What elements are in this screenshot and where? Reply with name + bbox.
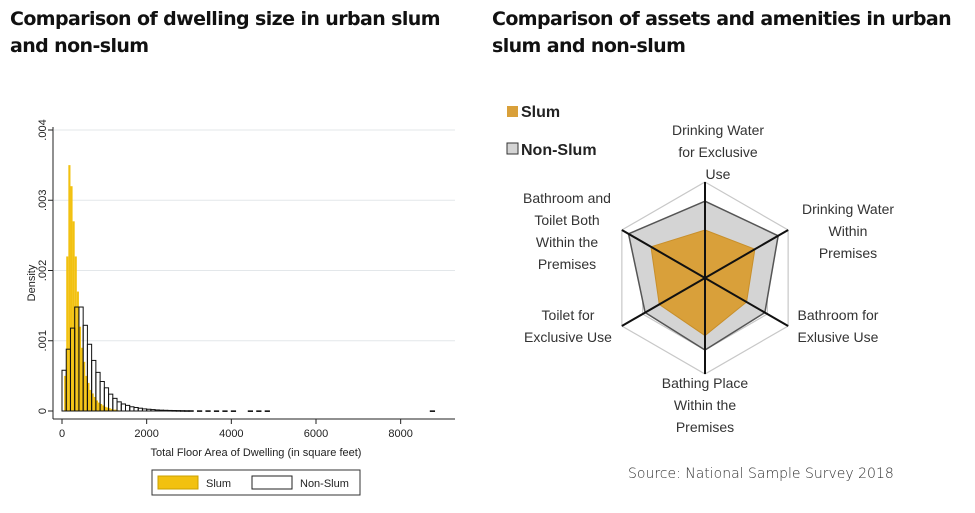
histogram-bar-slum bbox=[89, 389, 92, 411]
histogram-bar-non-slum bbox=[247, 410, 253, 412]
right-chart-title: Comparison of assets and amenities in ur… bbox=[492, 8, 952, 57]
radar-axis-label: Drinking Water for Exclusive Use bbox=[672, 122, 764, 182]
histogram-bar-slum bbox=[114, 409, 118, 411]
histogram-bar-non-slum bbox=[196, 410, 203, 412]
radar-axis-label: Bathroom for Exlusive Use bbox=[798, 307, 879, 345]
radar-spoke bbox=[704, 277, 789, 327]
histogram-bar-slum bbox=[85, 375, 88, 411]
amenities-radar-chart: Drinking Water for Exclusive Use Drinking W… bbox=[506, 104, 894, 435]
histogram-bar-slum bbox=[104, 406, 107, 411]
x-tick-label: 8000 bbox=[388, 428, 412, 440]
radar-axis-label: Bathroom and Toilet Both Within the Premise… bbox=[523, 190, 611, 272]
histogram-bar-slum bbox=[74, 256, 77, 411]
y-tick-label: .003 bbox=[37, 190, 49, 211]
radar-axis-label: Toilet for Exclusive Use bbox=[524, 307, 612, 345]
histogram-bar-non-slum bbox=[429, 410, 436, 412]
radar-spoke bbox=[621, 277, 706, 327]
legend-label-non-slum: Non-Slum bbox=[521, 142, 597, 159]
histogram-bar-slum bbox=[70, 186, 73, 411]
histogram-bar-non-slum bbox=[180, 410, 186, 412]
histogram-bar-slum bbox=[83, 361, 86, 411]
histogram-bar-slum bbox=[102, 405, 105, 411]
histogram-bar-slum bbox=[68, 165, 71, 411]
histogram-bar-non-slum bbox=[171, 410, 177, 412]
radar-axis-label: Bathing Place Within the Premises bbox=[662, 375, 749, 435]
y-tick-label: .002 bbox=[37, 260, 49, 281]
histogram-bar-non-slum bbox=[213, 410, 220, 412]
x-axis-label: Total Floor Area of Dwelling (in square … bbox=[151, 447, 362, 459]
histogram-bar-non-slum bbox=[205, 410, 211, 412]
histogram-bar-slum bbox=[108, 408, 111, 411]
y-tick-label: .001 bbox=[37, 330, 49, 351]
histogram-bar-slum bbox=[76, 291, 79, 411]
legend-swatch-slum bbox=[157, 475, 199, 490]
histogram-bar-slum bbox=[66, 256, 69, 411]
x-tick-label: 6000 bbox=[304, 428, 328, 440]
histogram-bar-slum bbox=[112, 409, 115, 411]
legend-swatch-non-slum bbox=[506, 142, 519, 155]
histogram-bar-slum bbox=[106, 407, 109, 411]
legend-label-non-slum: Non-Slum bbox=[300, 478, 349, 490]
histogram-bar-non-slum bbox=[256, 410, 262, 412]
plot-background bbox=[10, 105, 465, 505]
dwelling-size-histogram: 0 .001 .002 .003 .004 0 2000 4000 6000 8000 Densi… bbox=[10, 105, 465, 505]
y-tick-label: 0 bbox=[37, 408, 49, 414]
legend-label-slum: Slum bbox=[521, 104, 560, 121]
histogram-bar-slum bbox=[87, 382, 90, 411]
histogram-bar-slum bbox=[97, 402, 101, 411]
legend-swatch-non-slum bbox=[251, 475, 293, 490]
histogram-bar-non-slum bbox=[163, 409, 169, 412]
x-tick-label: 2000 bbox=[134, 428, 158, 440]
histogram-bar-slum bbox=[93, 396, 96, 411]
source-note: Source: National Sample Survey 2018 bbox=[628, 466, 894, 482]
histogram-bar-non-slum bbox=[175, 410, 182, 412]
radar-spoke bbox=[704, 229, 789, 279]
legend-swatch-slum bbox=[507, 106, 518, 117]
y-axis-label: Density bbox=[26, 264, 38, 301]
histogram-bar-non-slum bbox=[167, 409, 173, 412]
histogram-bar-non-slum bbox=[230, 410, 237, 412]
histogram-bar-non-slum bbox=[184, 410, 190, 412]
histogram-bar-non-slum bbox=[158, 409, 165, 412]
left-chart-title: Comparison of dwelling size in urban slu… bbox=[10, 8, 441, 57]
legend-label-slum: Slum bbox=[206, 478, 231, 490]
histogram-bar-slum bbox=[72, 221, 75, 411]
histogram-bar-slum bbox=[91, 393, 94, 411]
legend: Slum Non-Slum bbox=[151, 469, 361, 496]
radar-legend: Slum Non-Slum bbox=[506, 104, 597, 159]
histogram-bar-slum bbox=[100, 403, 103, 411]
histogram-bar-non-slum bbox=[264, 410, 270, 412]
x-tick-label: 4000 bbox=[219, 428, 243, 440]
histogram-bar-non-slum bbox=[222, 410, 228, 412]
histogram-bar-non-slum bbox=[188, 410, 194, 412]
x-tick-label: 0 bbox=[59, 428, 65, 440]
histogram-bar-slum bbox=[81, 347, 84, 411]
histogram-bar-slum bbox=[110, 408, 113, 411]
radar-axis-label: Drinking Water Within Premises bbox=[802, 201, 894, 261]
histogram-bar-slum bbox=[64, 375, 67, 411]
histogram-bar-slum bbox=[78, 326, 82, 411]
radar-spoke bbox=[621, 229, 706, 279]
y-tick-label: .004 bbox=[37, 119, 49, 140]
histogram-bar-slum bbox=[95, 400, 98, 411]
